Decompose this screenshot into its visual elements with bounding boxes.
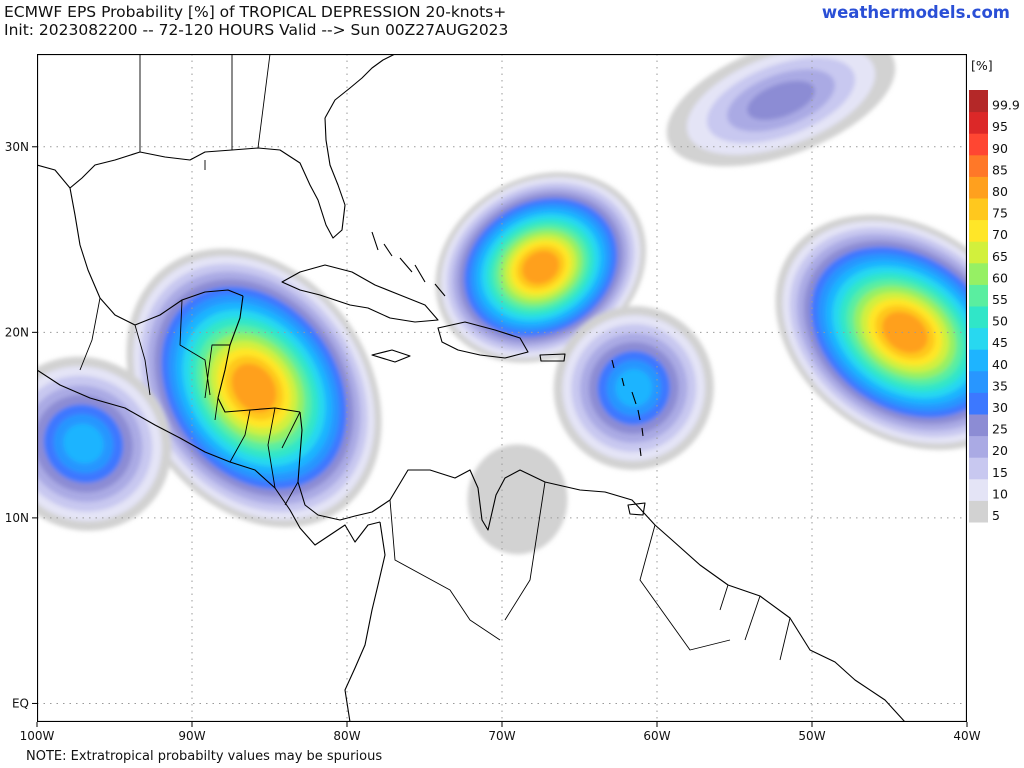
colorbar-swatch: [969, 306, 988, 329]
colorbar-swatch: [969, 219, 988, 242]
lesser-antilles: [611, 359, 644, 457]
hispaniola: [437, 321, 529, 359]
puerto-rico: [539, 353, 566, 362]
colorbar-tick-label: 25: [992, 422, 1008, 437]
cuba: [281, 264, 439, 323]
colorbar-tick-label: 30: [992, 400, 1008, 415]
south-america-north-coast: [389, 469, 906, 722]
init-valid-line: Init: 2023082200 -- 72-120 HOURS Valid -…: [4, 21, 509, 39]
central-america-pacific-coast: [37, 369, 381, 546]
lon-label: 80W: [333, 729, 360, 743]
map-frame: [37, 54, 967, 722]
footer-note: NOTE: Extratropical probabilty values ma…: [26, 749, 383, 764]
colorbar-tick-label: 90: [992, 141, 1008, 156]
colorbar-swatch: [969, 262, 988, 285]
central-america-caribbean-coast: [297, 411, 391, 521]
colorbar-swatch: [969, 133, 988, 156]
probability-area: [467, 444, 568, 555]
colorbar-legend: [%] 5 10 15 20 25 30 35 40 45 50 55 60 65 70 75 80 85 90 95…: [969, 58, 1020, 523]
lat-label: 20N: [5, 325, 29, 339]
colorbar-tick-label: 40: [992, 357, 1008, 372]
jamaica: [371, 349, 411, 363]
colorbar-tick-label: 20: [992, 443, 1008, 458]
coastlines: [37, 54, 906, 722]
colorbar-swatch: [969, 370, 988, 393]
lon-label: 100W: [20, 729, 55, 743]
colorbar-tick-label: 10: [992, 486, 1008, 501]
colorbar-swatch: [969, 154, 988, 177]
colorbar-swatch: [969, 241, 988, 264]
colorbar-swatch: [969, 435, 988, 458]
colorbar-tick-label: 35: [992, 378, 1008, 393]
colorbar-swatch: [969, 284, 988, 307]
bahamas: [371, 231, 446, 297]
colorbar-swatch: [969, 176, 988, 199]
lat-label: 10N: [5, 511, 29, 525]
site-link[interactable]: weathermodels.com: [821, 3, 1010, 22]
colorbar-swatch: [969, 414, 988, 437]
colorbar-tick-label: 5: [992, 508, 1000, 523]
country-borders: [79, 54, 791, 661]
colorbar-tick-label: 60: [992, 270, 1008, 285]
colorbar-swatch: [969, 349, 988, 372]
colorbar-tick-label: 50: [992, 314, 1008, 329]
probability-area: [37, 356, 172, 531]
lat-label: EQ: [12, 696, 29, 710]
lon-label: 90W: [178, 729, 205, 743]
colombia-pacific-coast: [344, 521, 386, 722]
colorbar-swatch: [969, 500, 988, 523]
lon-label: 40W: [953, 729, 980, 743]
colorbar-swatch: [969, 478, 988, 501]
probability-area: [126, 248, 382, 528]
colorbar-unit: [%]: [971, 58, 993, 73]
colorbar-swatch: [969, 111, 988, 134]
lon-label: 60W: [643, 729, 670, 743]
colorbar-tick-label: 85: [992, 162, 1008, 177]
colorbar-tick-label: 15: [992, 465, 1008, 480]
colorbar-tick-label: 65: [992, 249, 1008, 264]
colorbar-swatch: [969, 327, 988, 350]
us-atlantic-coast: [324, 54, 396, 119]
colorbar-tick-label: 80: [992, 184, 1008, 199]
lat-lon-grid: [37, 54, 967, 722]
probability-area: [435, 171, 647, 363]
colorbar-tick-label: 75: [992, 206, 1008, 221]
colorbar-tick-label: 70: [992, 227, 1008, 242]
probability-area: [666, 54, 896, 167]
colorbar-tick-label: 99.9: [992, 98, 1020, 113]
lat-label: 30N: [5, 140, 29, 154]
colorbar-swatch: [969, 198, 988, 221]
us-gulf-coast: [37, 117, 346, 239]
lon-label: 70W: [488, 729, 515, 743]
colorbar-tick-label: 55: [992, 292, 1008, 307]
colorbar-tick-label: 45: [992, 335, 1008, 350]
colorbar-swatch: [969, 90, 988, 113]
trinidad: [627, 502, 646, 516]
probability-area: [553, 306, 714, 470]
map-title: ECMWF EPS Probability [%] of TROPICAL DE…: [4, 3, 507, 21]
colorbar-swatch: [969, 457, 988, 480]
lon-label: 50W: [798, 729, 825, 743]
colorbar-swatch: [969, 392, 988, 415]
colorbar-tick-label: 95: [992, 119, 1008, 134]
mexico-gulf-coast: [69, 187, 244, 326]
probability-shading: [37, 54, 967, 555]
